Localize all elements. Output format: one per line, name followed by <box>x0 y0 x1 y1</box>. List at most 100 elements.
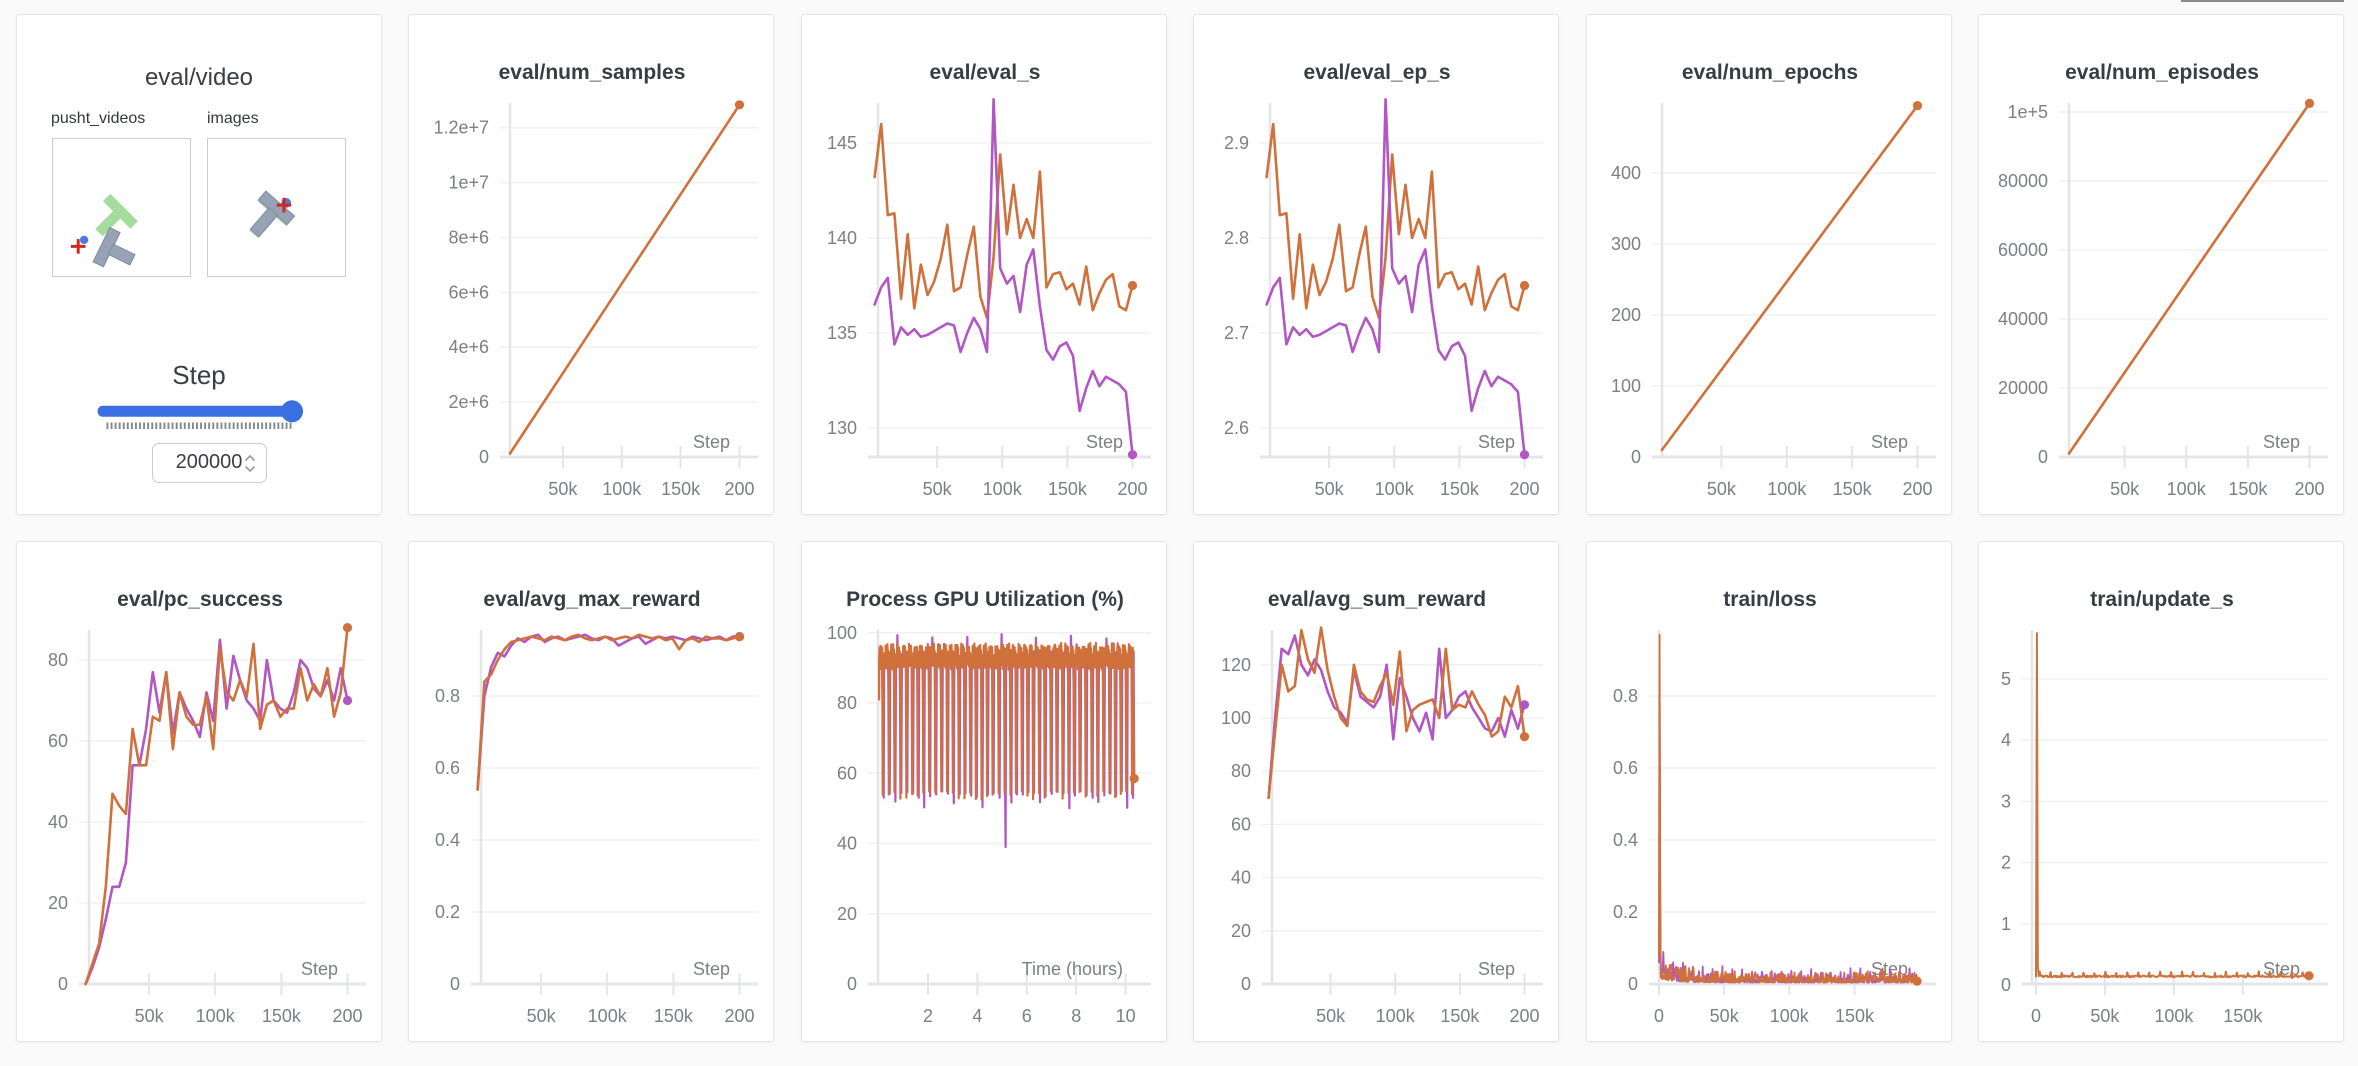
svg-text:Step: Step <box>301 959 338 979</box>
svg-text:200: 200 <box>1510 1006 1540 1026</box>
svg-text:eval/num_epochs: eval/num_epochs <box>1681 61 1857 84</box>
svg-text:50k: 50k <box>2090 1006 2120 1026</box>
svg-text:0: 0 <box>58 974 68 994</box>
svg-text:4: 4 <box>972 1006 982 1026</box>
svg-text:0: 0 <box>1654 1006 1664 1026</box>
svg-text:6: 6 <box>1022 1006 1032 1026</box>
svg-text:80000: 80000 <box>1998 171 2048 191</box>
svg-text:eval/num_samples: eval/num_samples <box>499 61 686 84</box>
svg-text:eval/avg_max_reward: eval/avg_max_reward <box>484 588 701 611</box>
svg-text:4: 4 <box>2001 730 2011 750</box>
svg-text:200: 200 <box>725 1006 755 1026</box>
svg-text:0.4: 0.4 <box>435 830 460 850</box>
svg-text:50k: 50k <box>527 1006 557 1026</box>
svg-text:200: 200 <box>1510 479 1540 499</box>
svg-text:80: 80 <box>48 650 68 670</box>
svg-text:2: 2 <box>2001 852 2011 872</box>
svg-text:100k: 100k <box>982 479 1022 499</box>
svg-text:50k: 50k <box>922 479 952 499</box>
svg-text:80: 80 <box>1231 761 1251 781</box>
svg-text:0: 0 <box>2038 447 2048 467</box>
svg-text:60: 60 <box>48 731 68 751</box>
svg-text:6e+6: 6e+6 <box>449 282 490 302</box>
svg-text:50k: 50k <box>135 1006 165 1026</box>
svg-text:400: 400 <box>1611 163 1641 183</box>
svg-text:2.7: 2.7 <box>1224 323 1249 343</box>
svg-text:40: 40 <box>837 833 857 853</box>
svg-text:Step: Step <box>1086 432 1123 452</box>
svg-text:150k: 150k <box>2228 479 2268 499</box>
svg-text:120: 120 <box>1221 654 1251 674</box>
svg-text:150k: 150k <box>1048 479 1088 499</box>
svg-text:train/loss: train/loss <box>1723 588 1816 611</box>
svg-text:40000: 40000 <box>1998 309 2048 329</box>
svg-text:0.8: 0.8 <box>435 686 460 706</box>
svg-text:train/update_s: train/update_s <box>2090 588 2234 611</box>
svg-text:Step: Step <box>693 432 730 452</box>
svg-text:0: 0 <box>1241 974 1251 994</box>
svg-text:Step: Step <box>1871 432 1908 452</box>
svg-text:50k: 50k <box>1706 479 1736 499</box>
svg-text:150k: 150k <box>2223 1006 2263 1026</box>
svg-text:200: 200 <box>332 1006 362 1026</box>
svg-text:10: 10 <box>1115 1006 1135 1026</box>
svg-text:eval/avg_sum_reward: eval/avg_sum_reward <box>1268 588 1486 611</box>
svg-text:100k: 100k <box>196 1006 236 1026</box>
svg-text:150k: 150k <box>1440 479 1480 499</box>
svg-text:0.2: 0.2 <box>1613 902 1638 922</box>
svg-text:50k: 50k <box>1315 479 1345 499</box>
svg-text:150k: 150k <box>1441 1006 1481 1026</box>
svg-text:40: 40 <box>1231 867 1251 887</box>
svg-text:135: 135 <box>827 323 857 343</box>
svg-text:140: 140 <box>827 228 857 248</box>
svg-text:20000: 20000 <box>1998 378 2048 398</box>
svg-text:2.9: 2.9 <box>1224 133 1249 153</box>
svg-text:3: 3 <box>2001 791 2011 811</box>
svg-text:0.8: 0.8 <box>1613 686 1638 706</box>
svg-text:200: 200 <box>1902 479 1932 499</box>
svg-text:50k: 50k <box>1316 1006 1346 1026</box>
svg-text:eval/eval_ep_s: eval/eval_ep_s <box>1304 61 1451 84</box>
svg-text:5: 5 <box>2001 669 2011 689</box>
svg-text:0: 0 <box>450 974 460 994</box>
svg-text:100k: 100k <box>588 1006 628 1026</box>
svg-text:1e+5: 1e+5 <box>2007 102 2048 122</box>
svg-text:0: 0 <box>1631 447 1641 467</box>
svg-text:20: 20 <box>837 903 857 923</box>
svg-text:100k: 100k <box>1769 1006 1809 1026</box>
svg-text:130: 130 <box>827 418 857 438</box>
svg-text:300: 300 <box>1611 234 1641 254</box>
svg-text:2.8: 2.8 <box>1224 228 1249 248</box>
svg-text:50k: 50k <box>1709 1006 1739 1026</box>
svg-text:100: 100 <box>1611 376 1641 396</box>
svg-text:8e+6: 8e+6 <box>449 227 490 247</box>
svg-text:0: 0 <box>1628 974 1638 994</box>
svg-text:1: 1 <box>2001 913 2011 933</box>
svg-text:0: 0 <box>479 447 489 467</box>
svg-text:eval/pc_success: eval/pc_success <box>117 588 283 611</box>
svg-text:0.2: 0.2 <box>435 902 460 922</box>
svg-text:0: 0 <box>2031 1006 2041 1026</box>
svg-text:eval/eval_s: eval/eval_s <box>929 61 1040 84</box>
svg-text:100: 100 <box>827 622 857 642</box>
svg-text:100: 100 <box>1221 708 1251 728</box>
svg-text:0.4: 0.4 <box>1613 830 1638 850</box>
svg-text:0: 0 <box>847 974 857 994</box>
svg-text:50k: 50k <box>549 479 579 499</box>
svg-text:40: 40 <box>48 812 68 832</box>
svg-text:1e+7: 1e+7 <box>449 172 490 192</box>
svg-text:150k: 150k <box>661 479 701 499</box>
svg-text:Step: Step <box>693 959 730 979</box>
svg-text:20: 20 <box>48 893 68 913</box>
svg-text:Time (hours): Time (hours) <box>1021 959 1122 979</box>
svg-text:1.2e+7: 1.2e+7 <box>434 117 490 137</box>
svg-text:eval/num_episodes: eval/num_episodes <box>2065 61 2259 84</box>
svg-text:4e+6: 4e+6 <box>449 337 490 357</box>
svg-text:0.6: 0.6 <box>1613 758 1638 778</box>
svg-text:200: 200 <box>1611 305 1641 325</box>
svg-text:200: 200 <box>2294 479 2324 499</box>
svg-text:Step: Step <box>2263 432 2300 452</box>
svg-text:200: 200 <box>725 479 755 499</box>
svg-text:100k: 100k <box>1376 1006 1416 1026</box>
svg-text:60: 60 <box>1231 814 1251 834</box>
